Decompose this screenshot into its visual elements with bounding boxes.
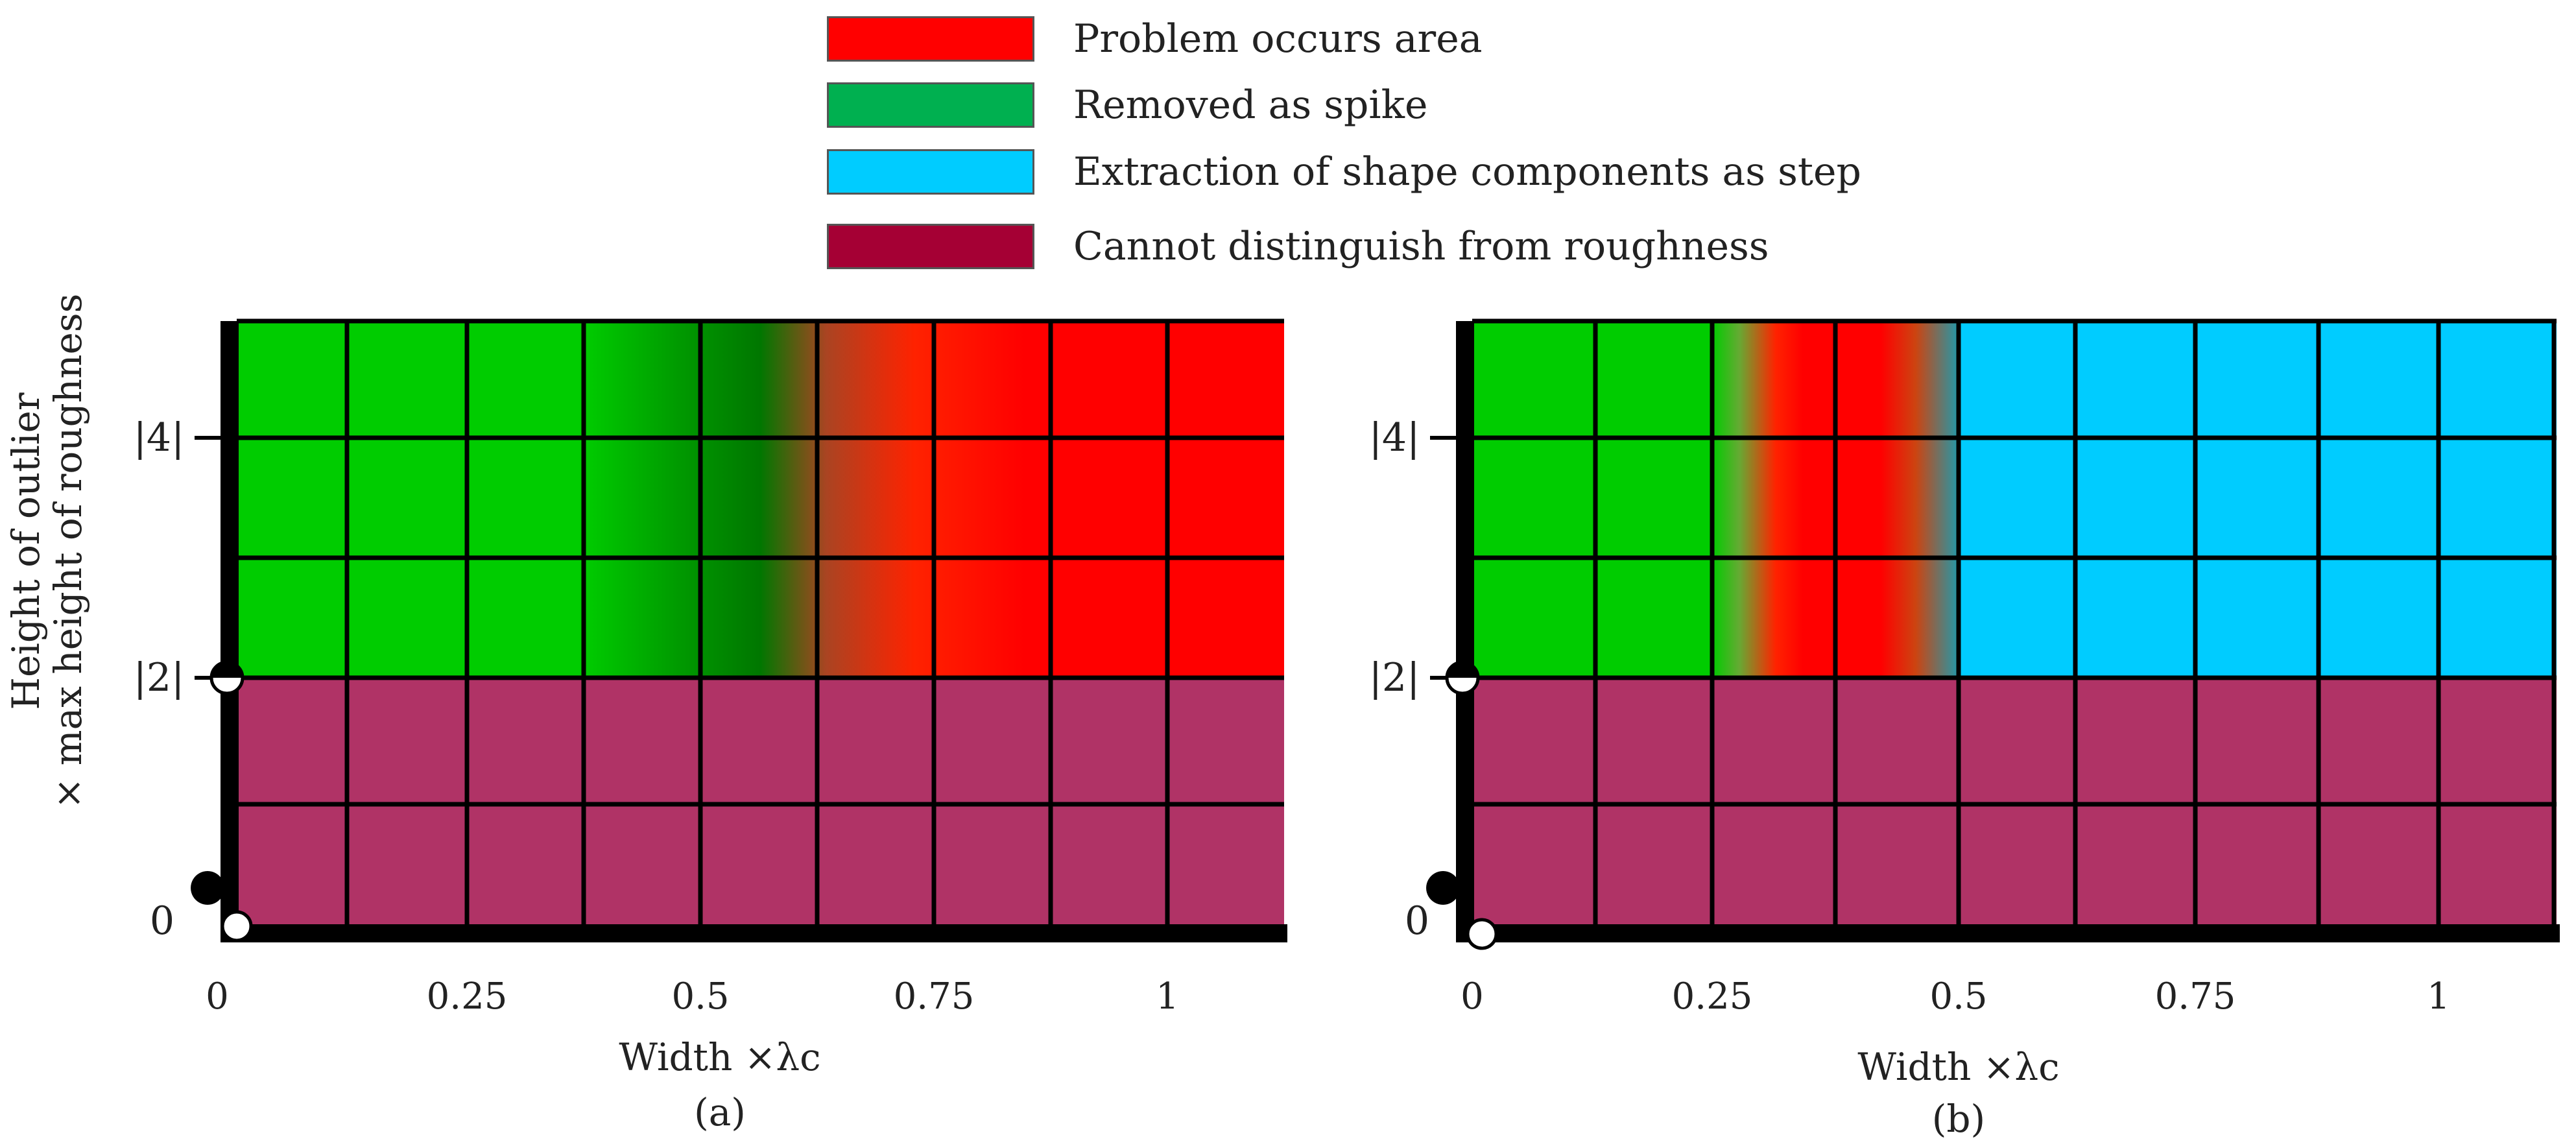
legend-swatch-cyan [827,149,1034,195]
axis-break-markers [1426,660,1498,950]
y-tick-label: |2| [134,655,185,700]
x-axis-line [1456,924,2560,942]
x-tick-label: 0.75 [2155,975,2236,1018]
region-problem [1803,321,1881,678]
grid [1472,318,2557,934]
y-tick-label: 0 [150,898,174,944]
legend-label: Extraction of shape components as step [1073,149,1861,195]
legend-swatch-green [827,82,1034,128]
x-tick-label: 0 [1461,975,1484,1018]
panel-caption: (b) [1932,1097,1985,1141]
region-problem [1025,321,1284,678]
y-axis-label-line1: Height of outlier [4,392,48,710]
y-axis-line [1456,321,1474,940]
x-tick-label: 0.75 [894,975,975,1018]
legend-item-spike: Removed as spike [827,82,1427,128]
x-axis-label: Width ×λc [619,1035,820,1079]
y-tick-label: 0 [1405,898,1429,944]
legend-item-roughness: Cannot distinguish from roughness [827,224,1769,269]
x-tick-label: 1 [1156,975,1179,1018]
x-tick-label: 0.5 [671,975,729,1018]
axis-break-markers [191,660,253,942]
panel-a: |4| |2| 0 0 0.25 0.5 0.75 1 Width ×λc (a… [134,318,1287,1134]
region-spike [237,321,587,678]
grid [237,318,1284,934]
region-transition [1712,321,1803,678]
legend-label: Problem occurs area [1073,16,1483,62]
y-tick-label: |4| [1369,415,1420,460]
x-axis-line [221,924,1287,942]
y-tick-label: |4| [134,415,185,460]
y-axis-line [221,321,239,940]
region-step [1959,321,2557,678]
region-transition [1881,321,1959,678]
x-tick-label: 0.5 [1929,975,1987,1018]
x-tick-label: 0.25 [427,975,508,1018]
x-axis-label: Width ×λc [1857,1045,2059,1089]
legend-label: Cannot distinguish from roughness [1073,224,1769,269]
legend-swatch-red [827,16,1034,62]
panel-caption: (a) [694,1090,746,1134]
region-transition [584,321,1025,678]
panel-b: |4| |2| 0 0 0.25 0.5 0.75 1 Width ×λc (b… [1369,318,2560,1141]
y-tick-label: |2| [1369,655,1420,700]
x-tick-label: 0.25 [1672,975,1753,1018]
y-axis-label-line2: × max height of roughness [46,294,90,809]
x-tick-label: 1 [2427,975,2450,1018]
x-tick-label: 0 [206,975,229,1018]
legend-item-step: Extraction of shape components as step [827,149,1861,195]
legend-swatch-maroon [827,224,1034,269]
legend-label: Removed as spike [1073,82,1428,128]
legend-item-problem: Problem occurs area [827,16,1483,62]
